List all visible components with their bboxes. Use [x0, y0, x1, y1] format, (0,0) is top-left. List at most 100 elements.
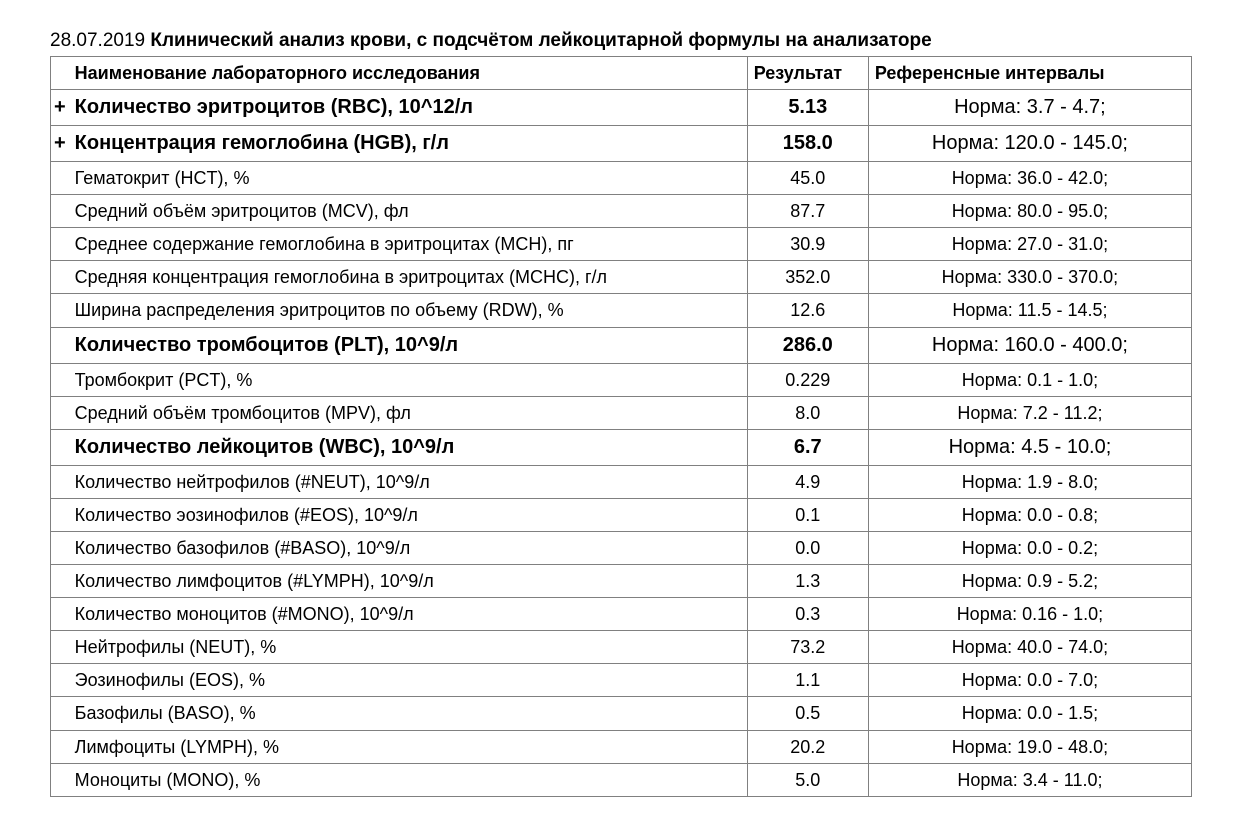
row-name: Количество тромбоцитов (PLT), 10^9/л: [69, 327, 748, 363]
row-reference: Норма: 0.0 - 1.5;: [868, 697, 1191, 730]
row-marker: [51, 498, 69, 531]
row-name: Количество базофилов (#BASO), 10^9/л: [69, 531, 748, 564]
table-row: Ширина распределения эритроцитов по объе…: [51, 294, 1192, 327]
row-name: Количество эозинофилов (#EOS), 10^9/л: [69, 498, 748, 531]
row-result: 0.0: [747, 531, 868, 564]
row-reference: Норма: 0.0 - 0.2;: [868, 531, 1191, 564]
header-marker: [51, 57, 69, 90]
row-marker: [51, 162, 69, 195]
row-name: Лимфоциты (LYMPH), %: [69, 730, 748, 763]
row-result: 0.3: [747, 598, 868, 631]
table-row: Количество лейкоцитов (WBC), 10^9/л6.7Но…: [51, 429, 1192, 465]
report-title: 28.07.2019 Клинический анализ крови, с п…: [50, 30, 1192, 52]
row-result: 4.9: [747, 465, 868, 498]
row-marker: [51, 565, 69, 598]
row-reference: Норма: 3.7 - 4.7;: [868, 90, 1191, 126]
table-row: Тромбокрит (PCT), %0.229Норма: 0.1 - 1.0…: [51, 363, 1192, 396]
table-row: +Концентрация гемоглобина (HGB), г/л158.…: [51, 126, 1192, 162]
row-reference: Норма: 330.0 - 370.0;: [868, 261, 1191, 294]
row-marker: [51, 327, 69, 363]
row-marker: [51, 363, 69, 396]
table-row: Моноциты (MONO), %5.0Норма: 3.4 - 11.0;: [51, 763, 1192, 796]
row-marker: [51, 396, 69, 429]
row-reference: Норма: 36.0 - 42.0;: [868, 162, 1191, 195]
row-reference: Норма: 11.5 - 14.5;: [868, 294, 1191, 327]
report-heading: Клинический анализ крови, с подсчётом ле…: [150, 30, 931, 51]
row-marker: [51, 730, 69, 763]
row-result: 87.7: [747, 195, 868, 228]
row-reference: Норма: 1.9 - 8.0;: [868, 465, 1191, 498]
row-result: 6.7: [747, 429, 868, 465]
row-reference: Норма: 4.5 - 10.0;: [868, 429, 1191, 465]
row-name: Тромбокрит (PCT), %: [69, 363, 748, 396]
row-result: 5.13: [747, 90, 868, 126]
row-result: 0.5: [747, 697, 868, 730]
row-name: Количество лейкоцитов (WBC), 10^9/л: [69, 429, 748, 465]
row-marker: [51, 631, 69, 664]
row-result: 8.0: [747, 396, 868, 429]
row-name: Ширина распределения эритроцитов по объе…: [69, 294, 748, 327]
row-marker: [51, 531, 69, 564]
table-row: Гематокрит (HCT), %45.0Норма: 36.0 - 42.…: [51, 162, 1192, 195]
row-marker: [51, 294, 69, 327]
row-name: Концентрация гемоглобина (HGB), г/л: [69, 126, 748, 162]
table-row: Среднее содержание гемоглобина в эритроц…: [51, 228, 1192, 261]
row-reference: Норма: 120.0 - 145.0;: [868, 126, 1191, 162]
row-result: 5.0: [747, 763, 868, 796]
row-name: Средний объём эритроцитов (MCV), фл: [69, 195, 748, 228]
row-result: 30.9: [747, 228, 868, 261]
row-name: Средняя концентрация гемоглобина в эритр…: [69, 261, 748, 294]
row-name: Количество нейтрофилов (#NEUT), 10^9/л: [69, 465, 748, 498]
row-marker: [51, 429, 69, 465]
row-name: Средний объём тромбоцитов (MPV), фл: [69, 396, 748, 429]
row-result: 73.2: [747, 631, 868, 664]
row-marker: [51, 465, 69, 498]
row-reference: Норма: 80.0 - 95.0;: [868, 195, 1191, 228]
table-row: +Количество эритроцитов (RBC), 10^12/л5.…: [51, 90, 1192, 126]
row-name: Моноциты (MONO), %: [69, 763, 748, 796]
row-result: 286.0: [747, 327, 868, 363]
report-date: 28.07.2019: [50, 30, 145, 51]
row-marker: +: [51, 126, 69, 162]
row-reference: Норма: 0.1 - 1.0;: [868, 363, 1191, 396]
row-reference: Норма: 0.0 - 0.8;: [868, 498, 1191, 531]
row-result: 352.0: [747, 261, 868, 294]
table-row: Лимфоциты (LYMPH), %20.2Норма: 19.0 - 48…: [51, 730, 1192, 763]
row-marker: [51, 228, 69, 261]
table-row: Эозинофилы (EOS), %1.1Норма: 0.0 - 7.0;: [51, 664, 1192, 697]
row-result: 45.0: [747, 162, 868, 195]
table-row: Средний объём тромбоцитов (MPV), фл8.0Но…: [51, 396, 1192, 429]
header-name: Наименование лабораторного исследования: [69, 57, 748, 90]
row-reference: Норма: 40.0 - 74.0;: [868, 631, 1191, 664]
row-marker: [51, 664, 69, 697]
row-reference: Норма: 160.0 - 400.0;: [868, 327, 1191, 363]
row-result: 0.1: [747, 498, 868, 531]
row-marker: [51, 195, 69, 228]
row-name: Количество эритроцитов (RBC), 10^12/л: [69, 90, 748, 126]
row-marker: [51, 261, 69, 294]
row-reference: Норма: 0.9 - 5.2;: [868, 565, 1191, 598]
row-marker: [51, 763, 69, 796]
row-result: 1.3: [747, 565, 868, 598]
table-row: Количество тромбоцитов (PLT), 10^9/л286.…: [51, 327, 1192, 363]
row-reference: Норма: 19.0 - 48.0;: [868, 730, 1191, 763]
row-marker: [51, 697, 69, 730]
table-row: Количество эозинофилов (#EOS), 10^9/л0.1…: [51, 498, 1192, 531]
table-row: Средний объём эритроцитов (MCV), фл87.7Н…: [51, 195, 1192, 228]
row-name: Эозинофилы (EOS), %: [69, 664, 748, 697]
table-row: Количество лимфоцитов (#LYMPH), 10^9/л1.…: [51, 565, 1192, 598]
row-name: Базофилы (BASO), %: [69, 697, 748, 730]
table-row: Количество нейтрофилов (#NEUT), 10^9/л4.…: [51, 465, 1192, 498]
row-name: Гематокрит (HCT), %: [69, 162, 748, 195]
row-reference: Норма: 7.2 - 11.2;: [868, 396, 1191, 429]
row-name: Среднее содержание гемоглобина в эритроц…: [69, 228, 748, 261]
row-name: Количество моноцитов (#MONO), 10^9/л: [69, 598, 748, 631]
row-reference: Норма: 3.4 - 11.0;: [868, 763, 1191, 796]
table-row: Нейтрофилы (NEUT), %73.2Норма: 40.0 - 74…: [51, 631, 1192, 664]
row-result: 0.229: [747, 363, 868, 396]
row-reference: Норма: 0.0 - 7.0;: [868, 664, 1191, 697]
row-reference: Норма: 0.16 - 1.0;: [868, 598, 1191, 631]
row-reference: Норма: 27.0 - 31.0;: [868, 228, 1191, 261]
row-name: Количество лимфоцитов (#LYMPH), 10^9/л: [69, 565, 748, 598]
row-result: 1.1: [747, 664, 868, 697]
